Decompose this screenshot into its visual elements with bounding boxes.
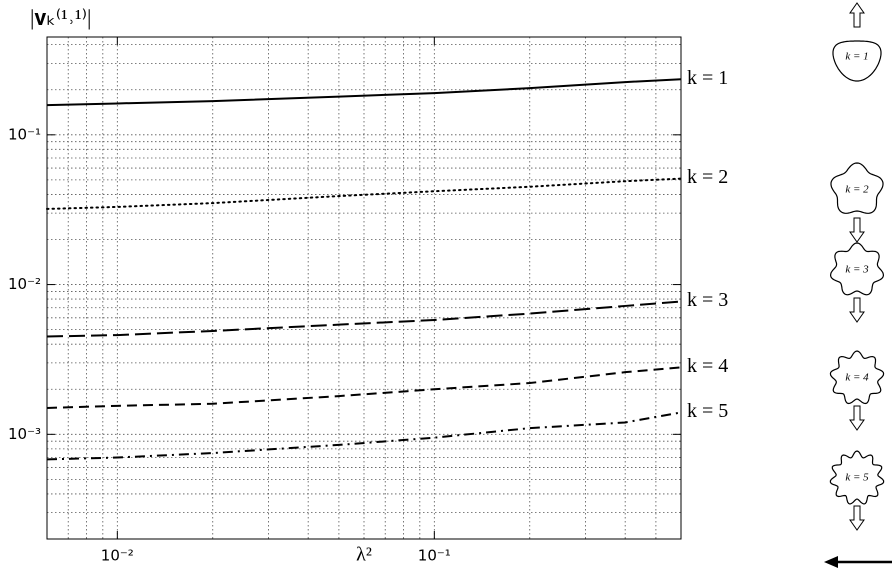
series-label: k = 4 (687, 355, 728, 377)
shape-arrow (849, 297, 865, 323)
y-tick-label: 10⁻³ (8, 425, 41, 443)
shape-outline (829, 350, 885, 405)
shape-arrow (849, 505, 865, 531)
shape-label: k = 2 (845, 184, 869, 196)
y-axis-label: |𝐯ₖ⁽¹˒¹⁾| (30, 5, 91, 30)
shape-label: k = 5 (845, 472, 869, 484)
series-line (46, 78, 682, 107)
shape-label: k = 1 (845, 51, 868, 63)
series-label: k = 2 (687, 166, 728, 188)
shape-outline (830, 162, 884, 214)
shape-outline (829, 242, 885, 296)
shape-label: k = 3 (845, 264, 869, 276)
shape-arrow (849, 405, 865, 431)
x-tick-label: 10⁻¹ (418, 547, 451, 565)
shape-arrow (849, 217, 865, 243)
shape-label: k = 4 (845, 372, 869, 384)
series-line (46, 411, 682, 461)
shape-outline (829, 450, 885, 505)
shape-outline (832, 40, 882, 82)
bottom-arrow (824, 556, 892, 568)
x-tick-label: 10⁻² (101, 547, 134, 565)
series-line (46, 177, 682, 210)
shape-arrow (849, 2, 865, 28)
y-tick-label: 10⁻² (8, 275, 41, 293)
series-label: k = 3 (687, 289, 728, 311)
plot-frame (46, 36, 682, 540)
series-label: k = 1 (687, 67, 728, 89)
series-line (46, 366, 682, 409)
series-label: k = 5 (687, 400, 728, 422)
x-axis-label: λ² (356, 544, 372, 566)
y-tick-label: 10⁻¹ (8, 125, 41, 143)
series-line (46, 300, 682, 338)
